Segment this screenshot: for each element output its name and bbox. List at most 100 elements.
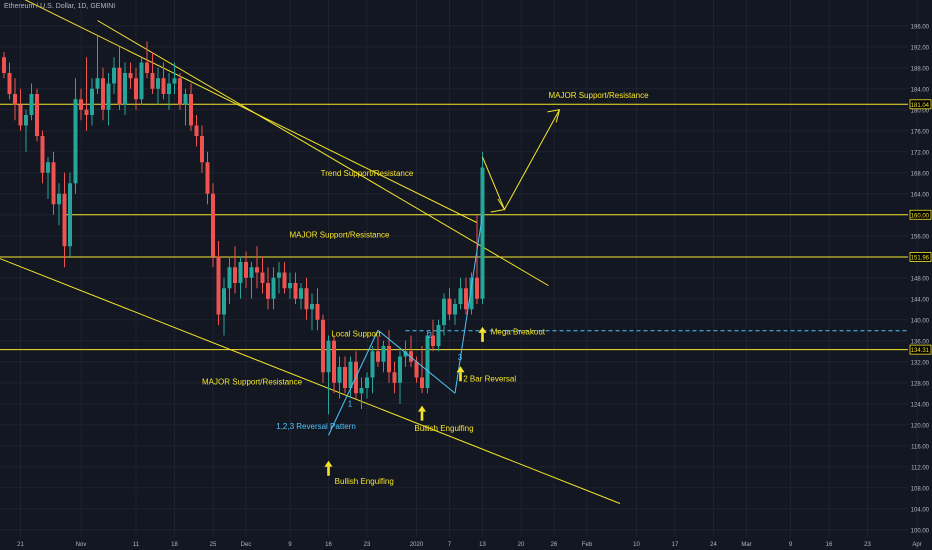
y-tick-label: 176.00 [911, 129, 930, 135]
candle-body [299, 288, 303, 299]
candle [117, 46, 122, 110]
y-tick-label: 180.00 [911, 108, 930, 114]
candle [337, 356, 342, 399]
candle-body [40, 136, 45, 173]
y-tick-label: 116.00 [911, 444, 930, 450]
label-bullish-engulfing-left: Bullish Engulfing [335, 477, 394, 486]
candle-body [29, 94, 34, 115]
price-level-label: 160.00 [911, 213, 930, 219]
candle [332, 335, 336, 394]
x-tick-label: 2020 [410, 542, 424, 548]
y-tick-label: 184.00 [911, 87, 930, 93]
price-level-box [909, 99, 932, 110]
candle [156, 67, 160, 105]
x-tick-label: Apr [912, 542, 921, 548]
candle [255, 246, 259, 289]
up-arrow-icon [418, 405, 426, 412]
candle [271, 267, 276, 310]
pattern-label-3: 3 [458, 353, 463, 362]
candle [134, 67, 138, 110]
candle-body [442, 298, 446, 325]
candle-body [343, 367, 347, 388]
x-tick-label: 16 [325, 542, 332, 548]
pattern-label-2: 2 [428, 331, 433, 340]
candle [112, 57, 116, 94]
candle-body [51, 162, 56, 205]
candle-body [101, 78, 105, 110]
price-level-label: 151.96 [911, 255, 930, 261]
candle [315, 288, 320, 331]
candle-body [321, 319, 325, 373]
candle-body [249, 267, 254, 278]
candle-body [95, 78, 100, 89]
candle [343, 356, 347, 394]
candle [304, 277, 309, 320]
candle [381, 340, 386, 373]
candle [244, 251, 248, 289]
candle-body [211, 193, 215, 257]
candle-body [134, 78, 138, 100]
candle-body [24, 115, 28, 126]
candle [106, 73, 111, 126]
y-tick-label: 196.00 [911, 24, 930, 30]
x-tick-label: 9 [789, 542, 793, 548]
candle [447, 288, 452, 320]
candle [326, 335, 331, 415]
pattern-label-1: 1 [348, 399, 353, 408]
candle [227, 256, 232, 304]
symbol-title: Ethereum / U.S. Dollar, 1D, GEMINI [4, 3, 116, 10]
x-tick-label: 18 [171, 542, 178, 548]
label-major-sr-bottom: MAJOR Support/Resistance [202, 377, 303, 386]
pattern-line [377, 329, 456, 394]
x-tick-label: 7 [448, 542, 452, 548]
candle-body [35, 94, 39, 136]
price-level-label: 181.04 [911, 103, 930, 109]
candle [24, 109, 28, 152]
candle [282, 262, 287, 294]
candle-body [266, 283, 270, 299]
candle-body [145, 62, 149, 73]
candle [288, 272, 292, 299]
y-tick-label: 136.00 [911, 339, 930, 345]
candle [40, 130, 45, 184]
candle-body [326, 340, 331, 373]
candle [68, 172, 72, 257]
candle [392, 361, 397, 394]
candle [403, 340, 408, 367]
candle-body [458, 288, 463, 304]
candle [233, 246, 237, 294]
candle [425, 330, 430, 394]
candle-body [183, 94, 188, 105]
candle [216, 241, 221, 325]
candle [370, 346, 375, 394]
candle-body [370, 351, 375, 378]
candle-body [398, 356, 402, 383]
candle [420, 346, 424, 394]
candle [222, 277, 226, 336]
label-trend-sr: Trend Support/Resistance [321, 169, 414, 178]
label-major-sr-top: MAJOR Support/Resistance [549, 91, 650, 100]
price-level-box [909, 344, 932, 355]
candle [293, 272, 298, 304]
candle [238, 256, 243, 299]
candle-body [2, 57, 6, 73]
x-tick-label: Nov [76, 542, 87, 548]
candle [464, 277, 468, 315]
candle-body [216, 256, 221, 315]
candle [145, 41, 149, 79]
candle-body [282, 272, 287, 289]
candle-body [205, 162, 210, 194]
trendline [24, 0, 478, 224]
candle [172, 62, 177, 94]
up-arrow-icon [478, 326, 487, 333]
x-tick-label: 17 [672, 542, 679, 548]
candle [7, 62, 12, 100]
y-tick-label: 140.00 [911, 318, 930, 324]
candle-body [310, 304, 314, 310]
x-tick-label: 23 [364, 542, 371, 548]
candle [266, 267, 270, 310]
trendline [0, 258, 621, 504]
candle-body [277, 272, 281, 278]
candle-body [172, 78, 177, 84]
y-tick-label: 144.00 [911, 297, 930, 303]
